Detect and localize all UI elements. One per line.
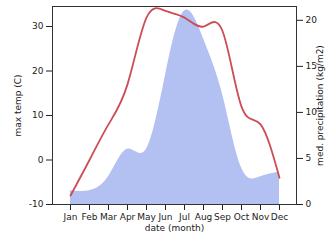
svg-text:Feb: Feb bbox=[82, 212, 98, 222]
svg-text:Jun: Jun bbox=[157, 212, 172, 222]
svg-text:Jan: Jan bbox=[63, 212, 78, 222]
svg-text:10: 10 bbox=[32, 110, 44, 120]
svg-text:5: 5 bbox=[306, 153, 312, 163]
svg-text:15: 15 bbox=[305, 61, 317, 72]
svg-text:Apr: Apr bbox=[120, 212, 136, 222]
svg-text:May: May bbox=[137, 212, 156, 222]
svg-text:20: 20 bbox=[32, 66, 44, 76]
svg-text:max temp (C): max temp (C) bbox=[13, 74, 23, 136]
svg-text:10: 10 bbox=[305, 107, 317, 118]
svg-text:Jul: Jul bbox=[178, 212, 190, 222]
svg-text:Nov: Nov bbox=[252, 212, 270, 222]
svg-text:0: 0 bbox=[306, 199, 312, 209]
svg-text:med. precipitation (kg/m2): med. precipitation (kg/m2) bbox=[315, 45, 325, 166]
svg-text:-10: -10 bbox=[29, 199, 44, 209]
svg-text:Sep: Sep bbox=[214, 212, 231, 222]
svg-text:Aug: Aug bbox=[195, 212, 213, 222]
svg-text:Mar: Mar bbox=[100, 212, 117, 222]
svg-text:0: 0 bbox=[38, 155, 44, 165]
svg-text:date (month): date (month) bbox=[145, 223, 204, 233]
svg-text:20: 20 bbox=[306, 15, 318, 25]
svg-text:Oct: Oct bbox=[234, 212, 250, 222]
svg-text:Dec: Dec bbox=[271, 212, 288, 222]
svg-text:30: 30 bbox=[32, 21, 44, 31]
